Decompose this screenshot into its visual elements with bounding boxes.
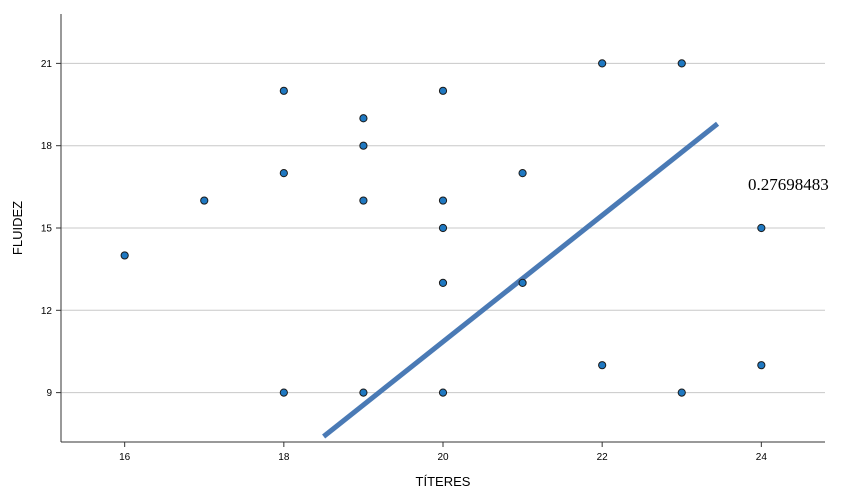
data-point-2 xyxy=(279,86,288,95)
data-point-3 xyxy=(279,169,288,178)
data-points xyxy=(120,59,766,397)
data-point-9 xyxy=(438,86,448,95)
data-point-11 xyxy=(438,223,448,233)
data-point-19 xyxy=(677,388,686,397)
data-point-8 xyxy=(359,388,368,397)
data-point-21 xyxy=(757,361,766,370)
x-tick-label-16: 16 xyxy=(119,452,131,463)
y-tick-label-12: 12 xyxy=(41,306,53,317)
annotation-label: 0.27698483 xyxy=(748,175,829,194)
data-point-6 xyxy=(359,141,368,150)
y-axis-title: FLUIDEZ xyxy=(10,201,25,255)
y-tick-label-18: 18 xyxy=(41,141,53,152)
data-point-13 xyxy=(438,388,448,397)
y-tick-label-9: 9 xyxy=(46,388,52,399)
data-point-20 xyxy=(757,223,766,233)
y-tick-labels: 9 12 15 18 21 xyxy=(41,59,61,399)
data-point-0 xyxy=(120,251,129,260)
x-tick-label-22: 22 xyxy=(597,452,609,463)
data-point-10 xyxy=(438,196,448,205)
data-point-18 xyxy=(677,59,686,68)
data-point-17 xyxy=(598,361,607,370)
y-tick-label-15: 15 xyxy=(41,224,53,235)
x-tick-label-24: 24 xyxy=(756,452,768,463)
data-point-5 xyxy=(359,114,368,123)
x-tick-label-20: 20 xyxy=(437,452,449,463)
x-tick-label-18: 18 xyxy=(278,452,290,463)
x-axis-title: TÍTERES xyxy=(416,474,471,489)
x-tick-labels: 16 18 20 22 24 xyxy=(119,442,767,463)
data-point-16 xyxy=(598,59,607,68)
data-point-1 xyxy=(200,196,209,205)
data-point-4 xyxy=(279,388,288,397)
data-point-14 xyxy=(518,169,527,178)
data-point-15 xyxy=(518,278,527,287)
y-tick-label-21: 21 xyxy=(41,59,53,70)
data-point-7 xyxy=(359,196,368,205)
data-point-12 xyxy=(438,278,448,287)
